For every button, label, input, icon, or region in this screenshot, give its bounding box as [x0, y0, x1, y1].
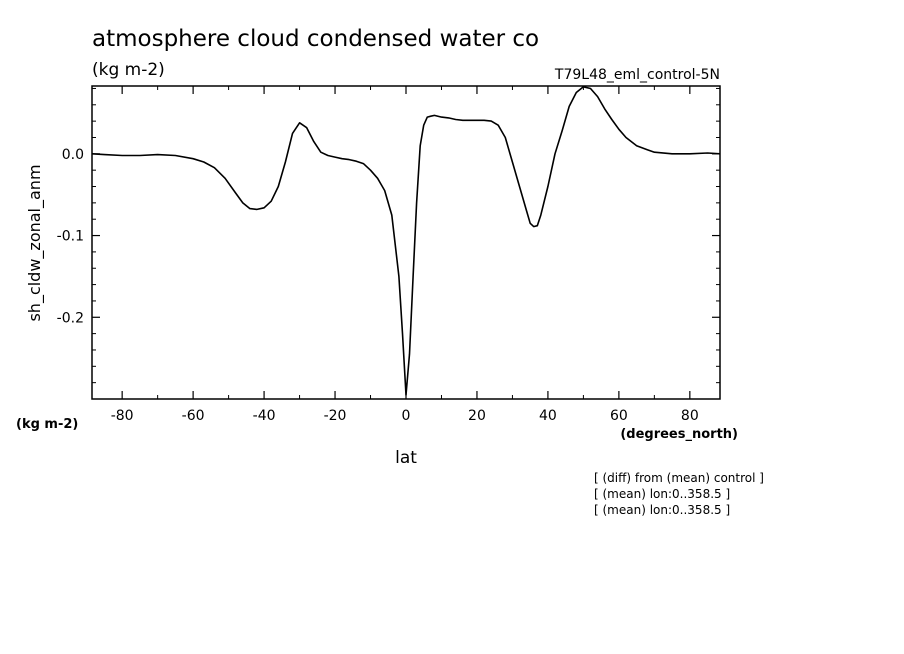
- y-tick-label: 0.0: [62, 147, 84, 163]
- series-line: [91, 86, 721, 396]
- x-tick-label: 20: [468, 408, 486, 424]
- y-tick-label: -0.2: [57, 310, 84, 326]
- y-axis-tick-labels: 0.0 -0.1 -0.2: [57, 147, 84, 326]
- x-tick-label: -80: [111, 408, 134, 424]
- x-axis-ticks: [121, 86, 691, 399]
- x-tick-label: -40: [253, 408, 276, 424]
- x-tick-label: 80: [681, 408, 699, 424]
- y-axis-label: sh_cldw_zonal_anm: [25, 164, 45, 321]
- chart-units: (kg m-2): [92, 60, 165, 80]
- x-tick-label: 60: [610, 408, 628, 424]
- y-axis-units: (kg m-2): [16, 417, 78, 432]
- x-tick-label: 0: [402, 408, 411, 424]
- note-line-1: [ (diff) from (mean) control ]: [594, 471, 764, 485]
- note-line-3: [ (mean) lon:0..358.5 ]: [594, 503, 730, 517]
- x-axis-tick-labels: -80 -60 -40 -20 0 20 40 60 80: [111, 408, 699, 424]
- note-line-2: [ (mean) lon:0..358.5 ]: [594, 487, 730, 501]
- y-axis-ticks: [92, 87, 720, 384]
- run-label: T79L48_eml_control-5N: [554, 67, 720, 83]
- x-axis-units: (degrees_north): [620, 427, 738, 442]
- x-axis-label: lat: [395, 448, 417, 468]
- chart-title: atmosphere cloud condensed water co: [92, 26, 539, 52]
- x-tick-label: -60: [182, 408, 205, 424]
- y-tick-label: -0.1: [57, 229, 84, 245]
- x-tick-label: 40: [539, 408, 557, 424]
- plot-frame: [91, 85, 721, 400]
- x-tick-label: -20: [324, 408, 347, 424]
